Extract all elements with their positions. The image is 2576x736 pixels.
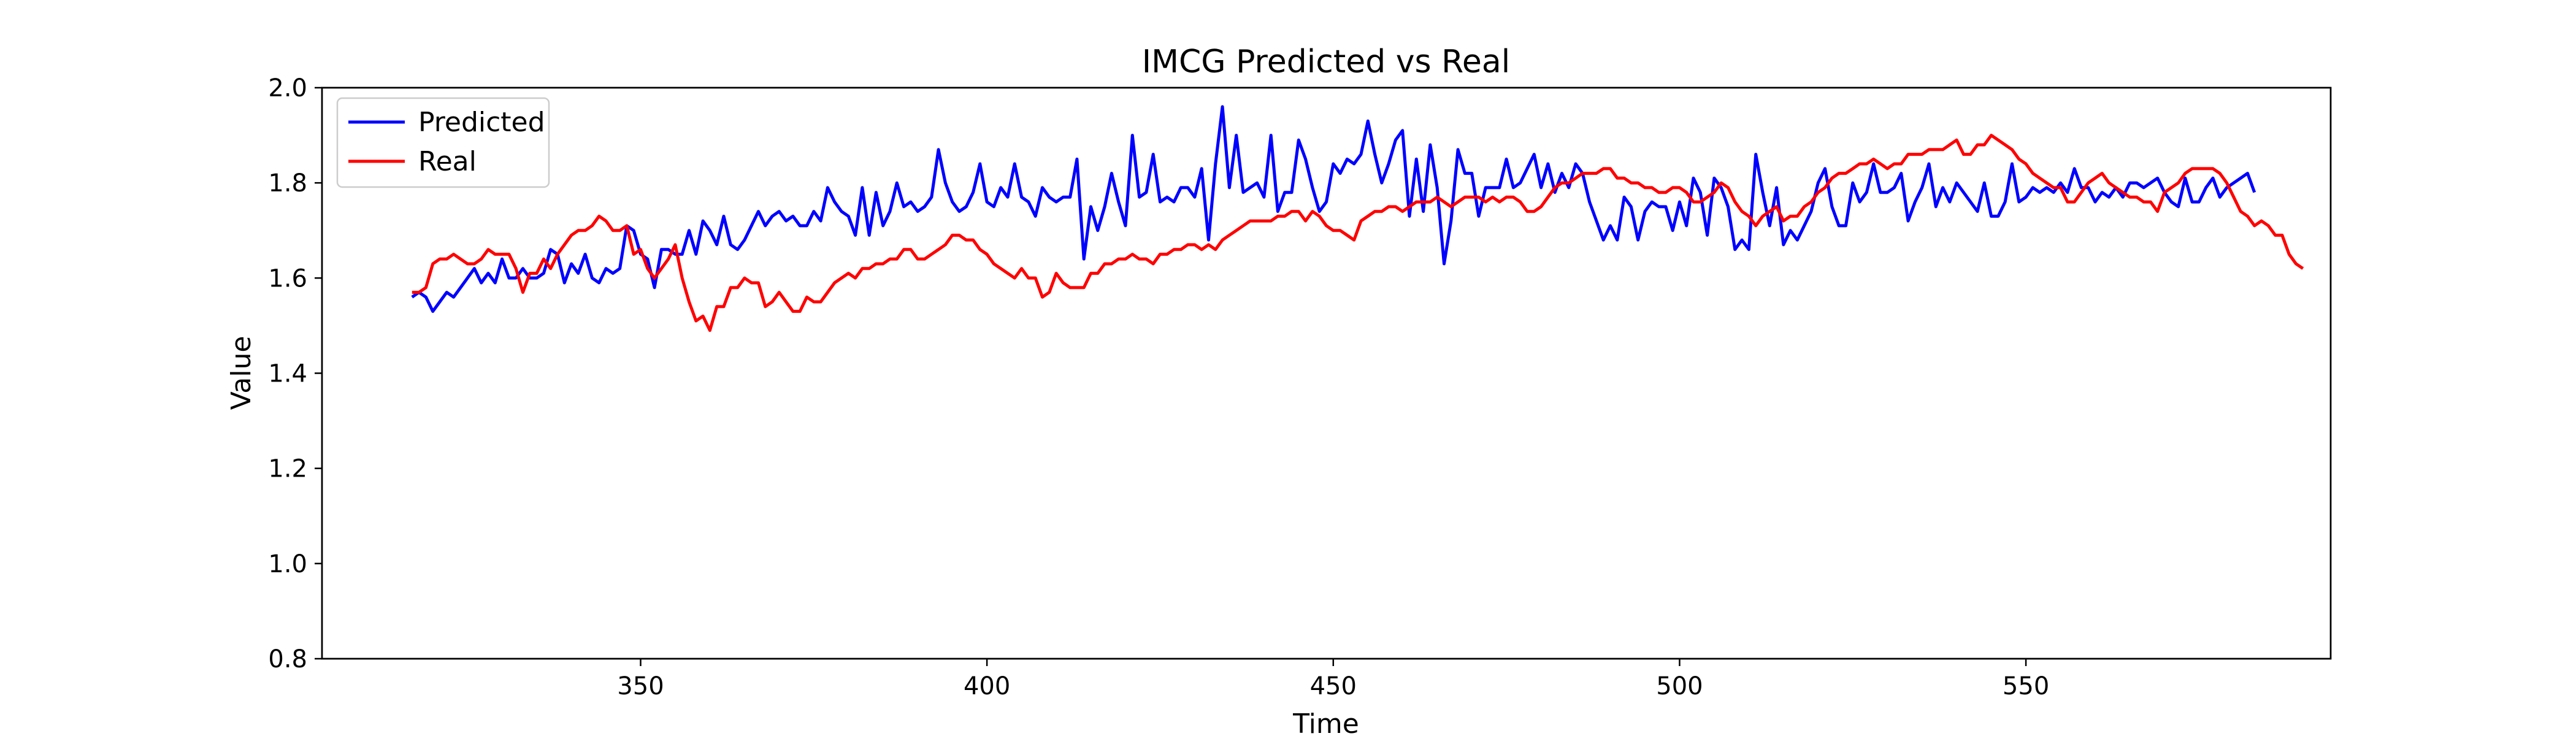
x-axis-ticks: 350 400 450 500 550 <box>617 659 2049 700</box>
x-tick-label: 400 <box>964 672 1010 700</box>
y-tick-label: 1.8 <box>268 169 307 197</box>
x-tick-label: 350 <box>617 672 664 700</box>
plot-area <box>321 86 2332 660</box>
legend: Predicted Real <box>336 97 550 188</box>
series-lines <box>411 105 2304 332</box>
y-tick-label: 1.4 <box>268 360 307 388</box>
x-tick-label: 450 <box>1310 672 1357 700</box>
y-tick-label: 2.0 <box>268 74 307 102</box>
legend-label-predicted: Predicted <box>418 107 545 138</box>
chart-title: IMCG Predicted vs Real <box>1142 44 1510 80</box>
series-line-predicted <box>411 105 2256 313</box>
x-axis-label: Time <box>1292 708 1359 736</box>
y-tick-label: 1.2 <box>268 455 307 483</box>
legend-label-real: Real <box>418 146 477 177</box>
y-tick-label: 1.0 <box>268 550 307 578</box>
y-tick-label: 0.8 <box>268 645 307 673</box>
plot-frame <box>321 86 2332 660</box>
x-tick-label: 550 <box>2003 672 2049 700</box>
y-tick-label: 1.6 <box>268 264 307 293</box>
y-axis-label: Value <box>226 336 257 410</box>
x-tick-label: 500 <box>1656 672 1703 700</box>
legend-box <box>336 97 550 188</box>
y-axis-ticks: 0.8 1.0 1.2 1.4 1.6 1.8 2.0 <box>268 74 322 673</box>
series-line-real <box>412 134 2304 332</box>
